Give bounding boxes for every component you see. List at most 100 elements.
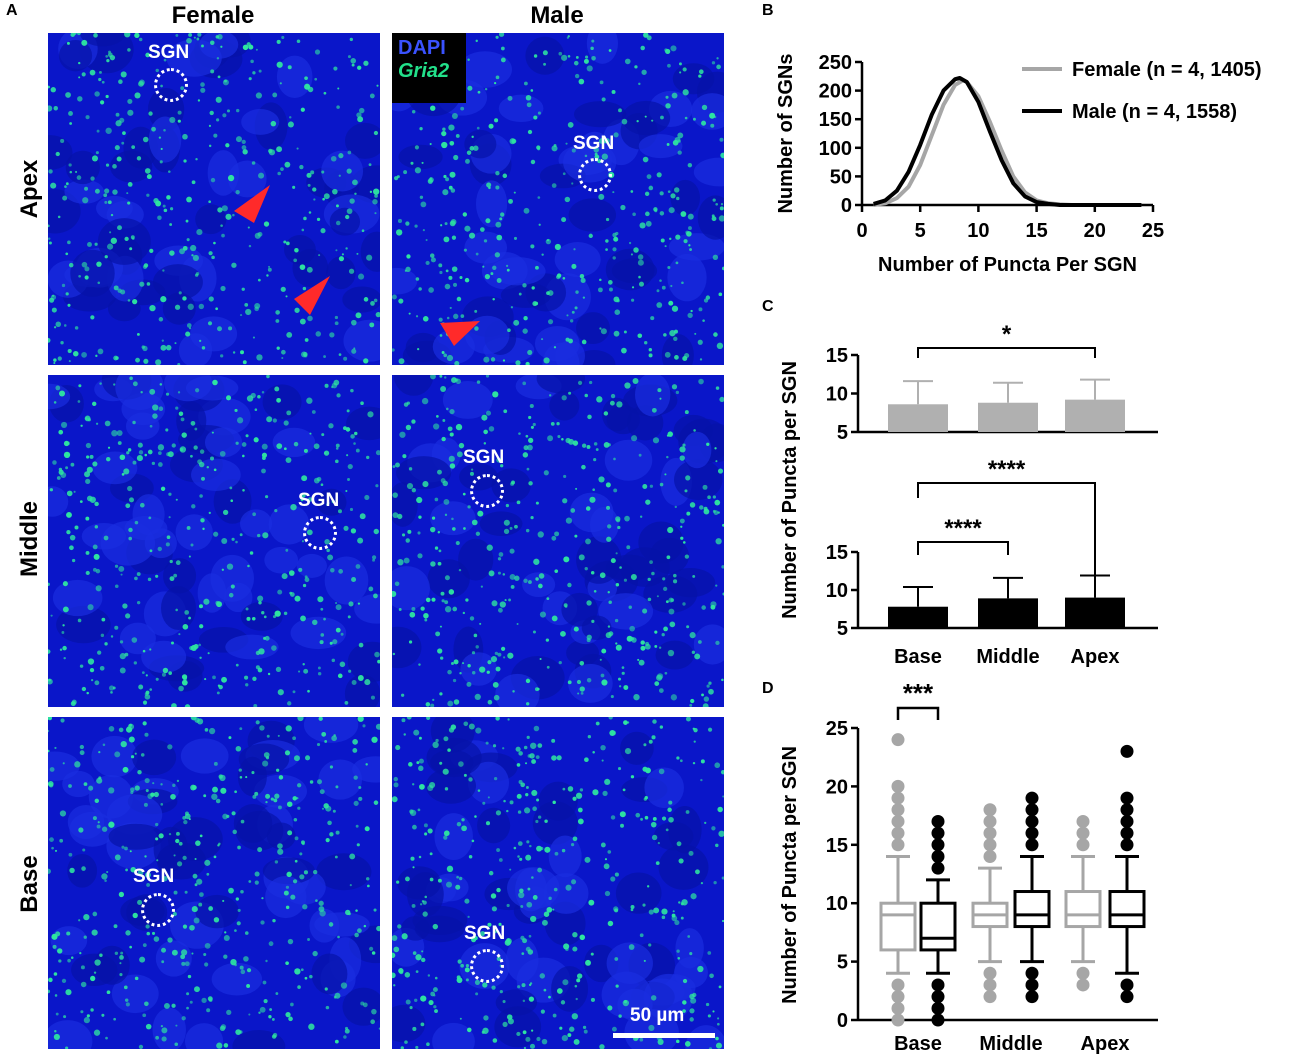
gria2-punctum: [86, 495, 93, 502]
gria2-punctum: [500, 646, 506, 651]
gria2-punctum: [610, 876, 616, 882]
gria2-punctum: [486, 544, 493, 551]
gria2-punctum: [585, 506, 591, 511]
gria2-punctum: [194, 427, 198, 431]
gria2-punctum: [593, 442, 598, 446]
gria2-punctum: [657, 841, 660, 845]
gria2-punctum: [525, 361, 530, 365]
gria2-punctum: [395, 462, 400, 468]
gria2-punctum: [571, 148, 576, 153]
gria2-punctum: [191, 906, 198, 913]
gria2-punctum: [337, 509, 342, 514]
gria2-punctum: [144, 732, 149, 737]
gria2-punctum: [62, 624, 65, 627]
gria2-punctum: [535, 501, 539, 505]
nucleus-cell: [65, 150, 100, 185]
nucleus-cell: [442, 381, 493, 419]
gria2-punctum: [713, 510, 719, 516]
gria2-punctum: [514, 524, 518, 529]
gria2-punctum: [713, 115, 717, 119]
gria2-punctum: [652, 719, 657, 724]
gria2-punctum: [329, 332, 335, 338]
gria2-punctum: [415, 277, 420, 281]
gria2-punctum: [207, 321, 213, 326]
gria2-punctum: [367, 884, 370, 888]
arrowhead-marker: [440, 321, 480, 346]
gria2-punctum: [406, 254, 411, 259]
gria2-punctum: [240, 969, 246, 975]
gria2-punctum: [712, 254, 719, 260]
gria2-punctum: [53, 972, 58, 976]
nucleus-cell: [392, 626, 422, 669]
gria2-punctum: [651, 735, 656, 740]
gria2-punctum: [349, 853, 356, 860]
gria2-punctum: [722, 795, 724, 798]
gria2-punctum: [483, 442, 487, 445]
gria2-punctum: [159, 383, 163, 386]
gria2-punctum: [565, 517, 573, 524]
gria2-punctum: [532, 630, 536, 634]
gria2-punctum: [456, 975, 461, 980]
gria2-punctum: [230, 958, 237, 966]
gria2-punctum: [464, 967, 470, 973]
nucleus-cell: [324, 556, 369, 605]
gria2-punctum: [231, 262, 237, 268]
gria2-punctum: [68, 784, 72, 788]
gria2-punctum: [506, 903, 510, 908]
gria2-punctum: [254, 408, 258, 412]
gria2-punctum: [274, 386, 280, 392]
y-tick-label: 15: [826, 542, 848, 564]
gria2-punctum: [392, 972, 396, 979]
gria2-punctum: [177, 362, 181, 365]
gria2-punctum: [58, 959, 62, 963]
y-tick-label: 100: [819, 138, 852, 160]
gria2-punctum: [507, 95, 513, 101]
gria2-punctum: [447, 669, 452, 675]
gria2-punctum: [293, 818, 298, 822]
nucleus-cell: [548, 835, 582, 878]
gria2-punctum: [169, 250, 175, 256]
gria2-punctum: [689, 632, 696, 639]
gria2-punctum: [162, 204, 166, 208]
gria2-punctum: [144, 777, 150, 784]
gria2-punctum: [492, 265, 497, 270]
gria2-punctum: [175, 560, 181, 566]
gria2-punctum: [195, 158, 198, 161]
gria2-punctum: [319, 789, 325, 795]
gria2-punctum: [491, 600, 498, 607]
gria2-punctum: [439, 761, 443, 765]
gria2-punctum: [101, 1013, 105, 1017]
gria2-punctum: [525, 946, 531, 952]
gria2-punctum: [338, 174, 341, 177]
gria2-punctum: [692, 992, 697, 998]
gria2-punctum: [495, 185, 500, 190]
gria2-punctum: [208, 200, 211, 204]
gria2-punctum: [645, 499, 651, 505]
gria2-punctum: [612, 191, 615, 194]
gria2-punctum: [551, 755, 557, 761]
gria2-punctum: [495, 717, 500, 721]
gria2-punctum: [85, 570, 90, 576]
gria2-punctum: [355, 824, 359, 828]
gria2-punctum: [643, 797, 647, 801]
gria2-punctum: [222, 79, 229, 86]
gria2-punctum: [516, 1031, 521, 1037]
gria2-punctum: [219, 450, 226, 457]
gria2-punctum: [397, 218, 403, 223]
gria2-punctum: [579, 660, 585, 666]
gria2-punctum: [466, 150, 472, 155]
gria2-punctum: [456, 296, 462, 302]
gria2-punctum: [277, 843, 283, 849]
nucleus-cell: [167, 817, 223, 861]
gria2-punctum: [294, 307, 300, 313]
gria2-punctum: [285, 457, 292, 464]
gria2-punctum: [112, 164, 117, 169]
gria2-punctum: [378, 1027, 380, 1030]
gria2-punctum: [637, 259, 644, 266]
gria2-punctum: [584, 55, 589, 59]
gria2-punctum: [48, 783, 54, 788]
gria2-punctum: [437, 648, 443, 654]
gria2-punctum: [650, 995, 657, 1001]
gria2-punctum: [341, 253, 344, 256]
nucleus-cell: [296, 553, 327, 578]
